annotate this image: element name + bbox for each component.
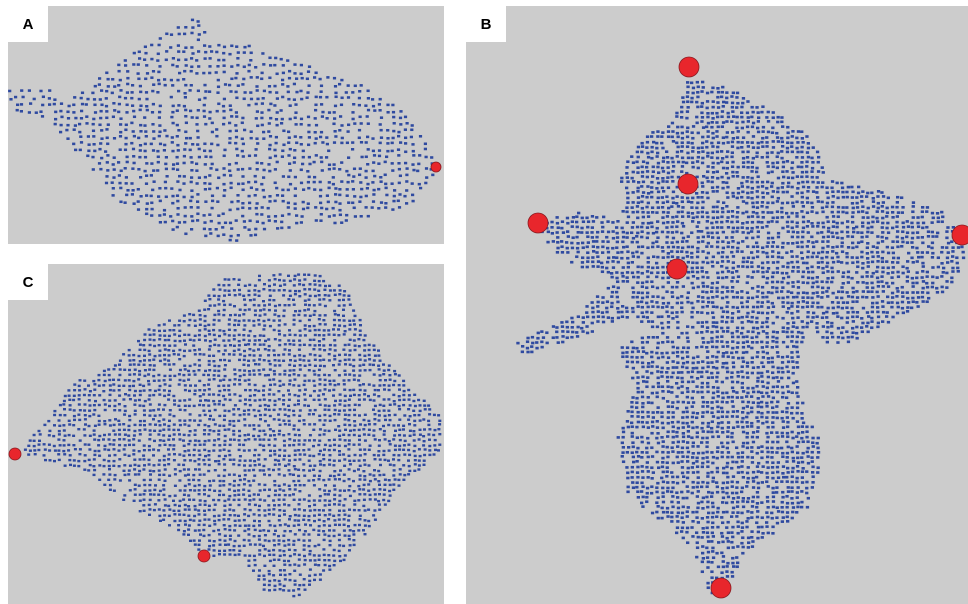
red-marker bbox=[677, 173, 699, 195]
red-marker bbox=[527, 212, 549, 234]
point-cloud-c bbox=[8, 273, 442, 598]
point-cloud-a bbox=[8, 18, 442, 242]
point-cloud-b bbox=[516, 56, 968, 599]
point-cloud-dots bbox=[516, 80, 966, 595]
panel-b-label: B bbox=[466, 6, 506, 42]
panel-a: A bbox=[8, 6, 444, 244]
panel-c: C bbox=[8, 264, 444, 604]
red-marker bbox=[951, 224, 968, 246]
red-marker bbox=[8, 447, 22, 461]
point-cloud-dots bbox=[23, 273, 442, 598]
red-marker bbox=[678, 56, 700, 78]
red-marker bbox=[430, 161, 442, 173]
panel-c-label: C bbox=[8, 264, 48, 300]
panel-a-label: A bbox=[8, 6, 48, 42]
red-marker bbox=[666, 258, 688, 280]
point-cloud-dots bbox=[8, 18, 435, 242]
red-marker bbox=[197, 549, 211, 563]
red-marker bbox=[710, 577, 732, 599]
panel-b: B bbox=[466, 6, 968, 604]
